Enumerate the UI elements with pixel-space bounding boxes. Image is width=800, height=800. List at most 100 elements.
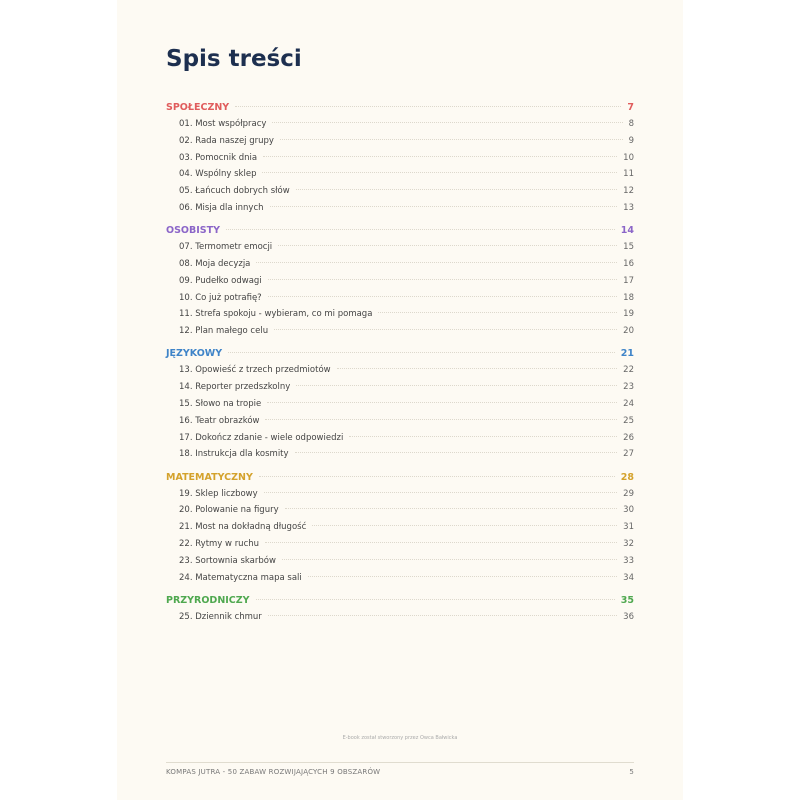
section-heading-page: 35: [620, 594, 634, 606]
toc-entry-label: 21. Most na dokładną długość: [179, 522, 307, 533]
toc-entry-label: 09. Pudełko odwagi: [179, 275, 262, 286]
toc-entry-page: 36: [623, 611, 634, 622]
leader: [294, 452, 618, 454]
toc-entry-page: 31: [623, 522, 634, 533]
toc-entry-page: 18: [623, 292, 634, 303]
footer-page: 5: [629, 768, 634, 776]
section-heading: OSOBISTY 14: [166, 225, 634, 239]
note: E-book został stworzony przez Owca Bałwi…: [342, 735, 458, 741]
toc-entry-page: 11: [623, 169, 634, 180]
toc-entry-label: 24. Matematyczna mapa sali: [179, 572, 302, 583]
leader: [263, 155, 618, 157]
section-heading: PRZYRODNICZY 35: [166, 595, 634, 609]
toc-entry: 23. Sortownia skarbów 33: [179, 556, 634, 570]
section-heading-page: 7: [627, 102, 634, 113]
leader: [265, 418, 618, 420]
toc-entry-label: 17. Dokończ zdanie - wiele odpowiedzi: [179, 432, 344, 443]
section-heading-page: 21: [620, 348, 634, 360]
toc-entry-label: 05. Łańcuch dobrych słów: [179, 186, 290, 197]
toc-entry-label: 06. Misja dla innych: [179, 203, 264, 213]
toc-entry-label: 02. Rada naszej grupy: [179, 135, 274, 146]
toc-entry: 11. Strefa spokoju - wybieram, co mi pom…: [179, 309, 634, 323]
toc-entry: 08. Moja decyzja 16: [179, 259, 634, 273]
toc-entry-page: 15: [623, 242, 634, 253]
section-heading-label: PRZYRODNICZY: [166, 594, 250, 606]
toc-entry-page: 17: [623, 275, 634, 286]
toc-entry-label: 22. Rytmy w ruchu: [179, 539, 260, 549]
leader: [336, 368, 618, 370]
leader: [267, 278, 618, 280]
toc-entry: 21. Most na dokładną długość 31: [179, 522, 634, 536]
leader: [267, 614, 618, 616]
leader: [312, 525, 618, 527]
leader: [281, 558, 618, 560]
toc-entry: 09. Pudełko odwagi 17: [179, 276, 634, 290]
leader: [263, 491, 618, 493]
toc-entry: 05. Łańcuch dobrych słów 12: [179, 186, 634, 200]
toc-entry-page: 9: [628, 135, 634, 146]
toc-entry-label: 14. Reporter przedszkolny: [179, 382, 291, 393]
toc-entry: 14. Reporter przedszkolny 23: [179, 382, 634, 396]
toc-entry-page: 30: [623, 505, 634, 516]
section-heading: MATEMATYCZNY 28: [166, 472, 634, 486]
section-heading-label: MATEMATYCZNY: [166, 471, 253, 483]
section-heading: JĘZYKOWY 21: [166, 348, 634, 362]
toc-entry-label: 18. Instrukcja dla kosmity: [179, 449, 289, 460]
toc-entry: 16. Teatr obrazków 25: [179, 416, 634, 430]
toc-entry-page: 34: [623, 572, 634, 583]
section-heading-label: OSOBISTY: [166, 225, 220, 237]
toc-entry-label: 12. Plan małego celu: [179, 326, 269, 337]
toc-entry-label: 11. Strefa spokoju - wybieram, co mi pom…: [179, 309, 373, 320]
section-heading-page: 14: [620, 225, 634, 237]
toc-entry: 19. Sklep liczbowy 29: [179, 489, 634, 503]
toc-entry: 03. Pomocnik dnia 10: [179, 153, 634, 167]
toc-entry-page: 12: [623, 186, 634, 197]
section-heading-label: JĘZYKOWY: [166, 348, 223, 360]
toc-entry-label: 07. Termometr emocji: [179, 242, 273, 253]
toc-entry-label: 01. Most współpracy: [179, 119, 267, 129]
toc-entry-label: 15. Słowo na tropie: [179, 399, 262, 409]
leader: [265, 542, 618, 543]
toc-entry-page: 22: [623, 365, 634, 376]
leader: [296, 385, 618, 387]
toc-entry-page: 29: [623, 488, 634, 499]
toc-entry: 07. Termometr emocji 15: [179, 242, 634, 256]
footer-text: KOMPAS JUTRA - 50 ZABAW ROZWIJAJĄCYCH 9 …: [166, 768, 381, 776]
toc-entry-label: 13. Opowieść z trzech przedmiotów: [179, 365, 331, 376]
toc-entry-label: 16. Teatr obrazków: [179, 415, 260, 426]
leader: [256, 262, 618, 263]
leader: [225, 229, 615, 231]
section-heading-label: SPOŁECZNY: [166, 102, 230, 113]
leader: [258, 475, 615, 477]
toc-entry: 17. Dokończ zdanie - wiele odpowiedzi 26: [179, 433, 634, 447]
leader: [272, 122, 623, 123]
toc-entry: 02. Rada naszej grupy 9: [179, 136, 634, 150]
leader: [307, 575, 618, 577]
section-heading: SPOŁECZNY 7: [166, 102, 634, 116]
leader: [274, 329, 618, 331]
toc-entry-page: 10: [623, 152, 634, 163]
toc-entry-label: 10. Co już potrafię?: [179, 292, 262, 303]
toc-entry-page: 24: [623, 399, 634, 409]
toc-entry: 25. Dziennik chmur 36: [179, 612, 634, 626]
leader: [269, 206, 618, 207]
toc-entry: 13. Opowieść z trzech przedmiotów 22: [179, 365, 634, 379]
toc-entry: 06. Misja dla innych 13: [179, 203, 634, 217]
toc-entry: 04. Wspólny sklep 11: [179, 169, 634, 183]
toc-entry-page: 27: [623, 449, 634, 460]
leader: [279, 138, 623, 140]
footer-rule: [166, 762, 634, 763]
title: Spis treści: [166, 46, 302, 72]
toc-entry: 20. Polowanie na figury 30: [179, 505, 634, 519]
toc-entry: 12. Plan małego celu 20: [179, 326, 634, 340]
toc-entry-label: 25. Dziennik chmur: [179, 611, 262, 622]
leader: [295, 189, 618, 191]
toc-entry-label: 23. Sortownia skarbów: [179, 555, 276, 566]
leader: [228, 352, 615, 354]
toc-entry-page: 16: [623, 259, 634, 269]
leader: [267, 295, 618, 297]
leader: [378, 312, 618, 314]
toc-entry-page: 8: [628, 119, 634, 129]
toc-entry-page: 33: [623, 555, 634, 566]
